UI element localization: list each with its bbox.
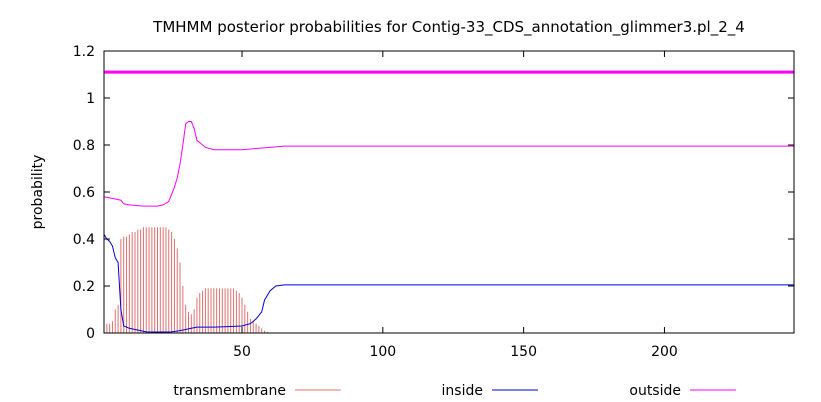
series-transmembrane — [103, 227, 271, 333]
plot-area — [103, 70, 794, 333]
y-tick-label: 0.8 — [73, 138, 95, 154]
legend-item-outside: outside — [629, 383, 736, 399]
plot-frame — [103, 50, 795, 334]
legend: transmembrane inside outside — [173, 383, 736, 399]
y-tick-label: 0.2 — [73, 279, 95, 295]
x-tick-label: 200 — [651, 344, 678, 360]
series-line-inside — [103, 234, 794, 333]
y-tick-label: 0 — [86, 326, 95, 342]
legend-label: outside — [629, 383, 681, 399]
legend-label: inside — [442, 383, 483, 399]
legend-item-transmembrane: transmembrane — [173, 383, 341, 399]
y-tick-label: 1 — [86, 91, 95, 107]
x-tick-label: 50 — [233, 344, 251, 360]
x-tick-label: 150 — [510, 344, 537, 360]
y-tick-label: 1.2 — [73, 44, 95, 60]
x-tick-label: 100 — [369, 344, 396, 360]
series-line-outside — [103, 121, 794, 207]
y-axis-label: probability — [30, 155, 46, 230]
y-tick-label: 0.4 — [73, 232, 95, 248]
chart-title: TMHMM posterior probabilities for Contig… — [152, 18, 745, 37]
legend-label: transmembrane — [173, 383, 286, 399]
y-tick-label: 0.6 — [73, 185, 95, 201]
legend-item-inside: inside — [442, 383, 538, 399]
axes: 0 0.2 0.4 0.6 0.8 1 1.2 50 100 150 200 — [73, 44, 795, 360]
